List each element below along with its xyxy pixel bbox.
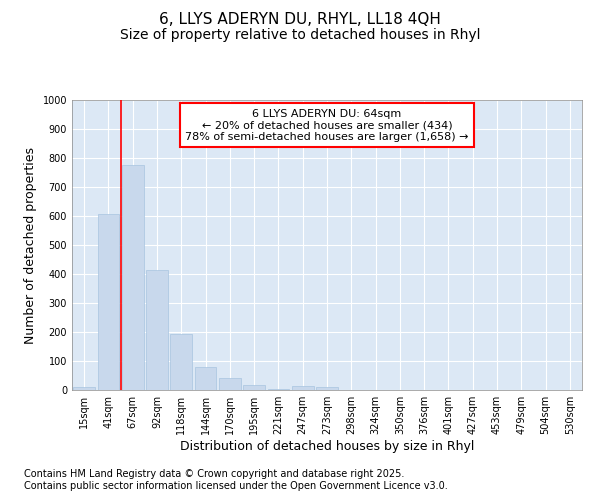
Bar [292,386,314,390]
Bar [316,387,338,390]
X-axis label: Distribution of detached houses by size in Rhyl: Distribution of detached houses by size … [180,440,474,453]
Bar [73,386,95,390]
Bar [219,378,241,390]
Bar [194,368,217,390]
Text: Contains HM Land Registry data © Crown copyright and database right 2025.: Contains HM Land Registry data © Crown c… [24,469,404,479]
Text: 6, LLYS ADERYN DU, RHYL, LL18 4QH: 6, LLYS ADERYN DU, RHYL, LL18 4QH [159,12,441,28]
Bar [97,214,119,390]
Text: Size of property relative to detached houses in Rhyl: Size of property relative to detached ho… [120,28,480,42]
Bar [170,334,192,390]
Bar [146,270,168,390]
Y-axis label: Number of detached properties: Number of detached properties [24,146,37,344]
Bar [268,388,289,390]
Bar [243,385,265,390]
Bar [122,166,143,390]
Text: 6 LLYS ADERYN DU: 64sqm
← 20% of detached houses are smaller (434)
78% of semi-d: 6 LLYS ADERYN DU: 64sqm ← 20% of detache… [185,108,469,142]
Text: Contains public sector information licensed under the Open Government Licence v3: Contains public sector information licen… [24,481,448,491]
